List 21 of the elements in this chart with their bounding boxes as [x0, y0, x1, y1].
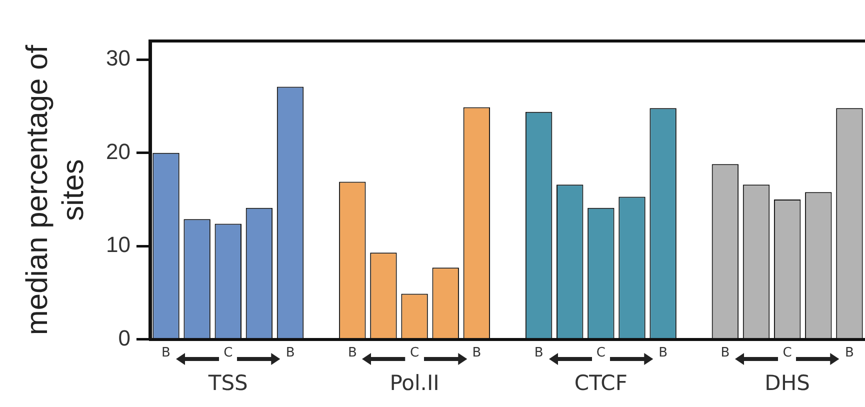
x-tick-label: B	[845, 346, 854, 361]
x-tick-label: B	[534, 346, 544, 361]
y-tick-label: 20	[106, 138, 130, 164]
x-tick-label: B	[720, 346, 730, 361]
y-tick-label: 10	[106, 232, 130, 258]
y-tick-label: 30	[106, 46, 130, 71]
x-tick-label: C	[410, 346, 420, 361]
x-tick-label: C	[596, 346, 606, 361]
series-label: DHS	[764, 371, 811, 396]
series-label: CTCF	[573, 371, 628, 396]
x-tick-label: C	[224, 346, 233, 361]
x-tick-label: B	[472, 346, 482, 361]
y-tick-label: 0	[118, 325, 130, 350]
y-axis-title: median percentage of sites	[20, 44, 91, 338]
x-tick-label: B	[162, 346, 170, 361]
x-tick-label: B	[658, 346, 668, 361]
series-label: Pol.II	[388, 371, 440, 396]
x-tick-label: C	[782, 346, 792, 361]
series-label: TSS	[207, 371, 249, 396]
x-tick-label: B	[286, 346, 295, 361]
x-tick-label: B	[348, 346, 357, 361]
